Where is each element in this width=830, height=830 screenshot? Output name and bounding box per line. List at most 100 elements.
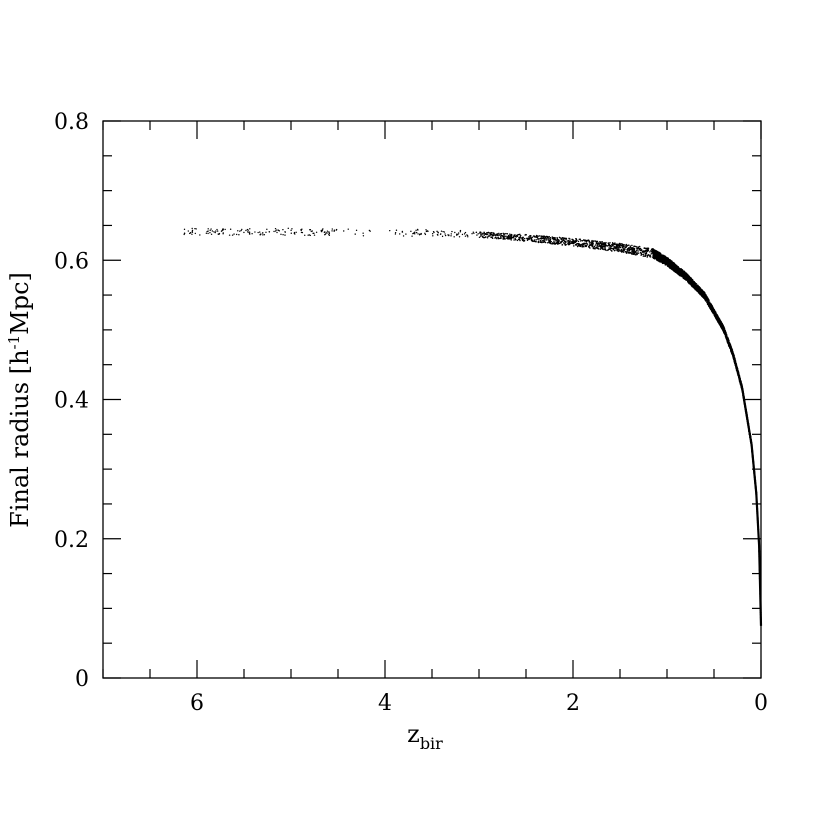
data-point [558,240,560,242]
x-axis-label: zbir [407,720,443,753]
data-point [679,274,682,277]
data-point [328,232,331,235]
data-point [596,247,599,249]
data-point [333,229,336,231]
data-point [537,240,540,243]
data-point [629,246,631,248]
y-tick-label: 0.4 [54,389,89,414]
data-point [312,232,314,235]
data-point [545,239,547,241]
y-axis-label-main: Final radius [h [6,349,34,527]
data-point [572,242,574,244]
data-point [601,241,603,243]
data-point [287,227,289,230]
data-point [437,231,439,233]
data-point [646,254,649,257]
data-point [645,247,647,250]
data-point [537,235,539,237]
data-point [543,240,546,242]
trend-line [652,252,763,626]
data-point [643,247,646,249]
data-point [594,247,596,249]
data-point [691,279,694,282]
y-axis-label-superscript: -1 [5,335,23,350]
data-point [254,231,256,233]
data-point [644,254,647,256]
data-point [328,234,331,237]
data-point [588,245,591,247]
data-point [295,231,297,234]
data-point [450,235,452,237]
data-point [687,281,690,284]
data-point [498,232,500,235]
data-point [631,246,633,249]
data-point [479,231,481,233]
data-point [311,230,314,232]
data-point [552,236,555,239]
data-point [588,241,591,243]
data-point [542,237,545,239]
data-point [293,231,296,234]
data-point [458,236,461,238]
data-point [514,235,516,237]
data-point [583,246,585,248]
x-tick-label: 6 [190,691,204,716]
data-point [483,232,485,235]
data-point [251,233,253,235]
data-point [362,235,365,237]
data-point [579,240,582,242]
data-point [476,234,478,236]
data-point [534,240,536,243]
data-point [324,233,326,236]
data-point [239,230,241,232]
data-point [301,228,303,230]
data-point [609,241,611,244]
data-point [616,244,619,246]
data-point [571,238,573,241]
data-point [549,239,552,242]
data-point [221,228,224,231]
data-point [246,231,249,233]
data-point [502,236,505,239]
data-point [663,261,666,264]
data-point [614,247,617,250]
data-point [546,235,549,238]
data-point [561,240,563,242]
data-point [568,237,570,240]
data-point [497,236,499,239]
data-point [394,233,397,235]
data-point [417,233,419,235]
data-point [563,237,566,240]
data-point [456,233,458,235]
data-point [587,239,589,242]
data-point [581,240,584,242]
data-point [621,243,623,245]
data-point [548,239,550,242]
data-point [601,247,603,249]
data-point [266,228,268,231]
data-point [509,236,511,238]
data-point [503,233,505,236]
x-tick-label: 2 [566,691,580,716]
data-point [402,235,405,237]
data-point [509,237,512,240]
data-point [657,251,660,254]
x-tick-label: 4 [378,691,392,716]
data-point [576,242,578,245]
data-point [442,230,444,233]
data-point [536,238,539,240]
data-point [441,235,444,238]
data-point [191,230,193,232]
data-point [579,245,582,247]
data-point [609,247,612,250]
data-point [623,248,625,250]
data-point [420,232,422,235]
y-axis-label: Final radius [h-1Mpc] [5,272,34,528]
y-tick-label: 0 [75,667,89,692]
data-point [626,250,628,253]
data-point [494,237,496,239]
data-point [290,229,292,232]
data-point [535,235,538,238]
data-point [639,249,641,252]
data-point [549,241,551,243]
